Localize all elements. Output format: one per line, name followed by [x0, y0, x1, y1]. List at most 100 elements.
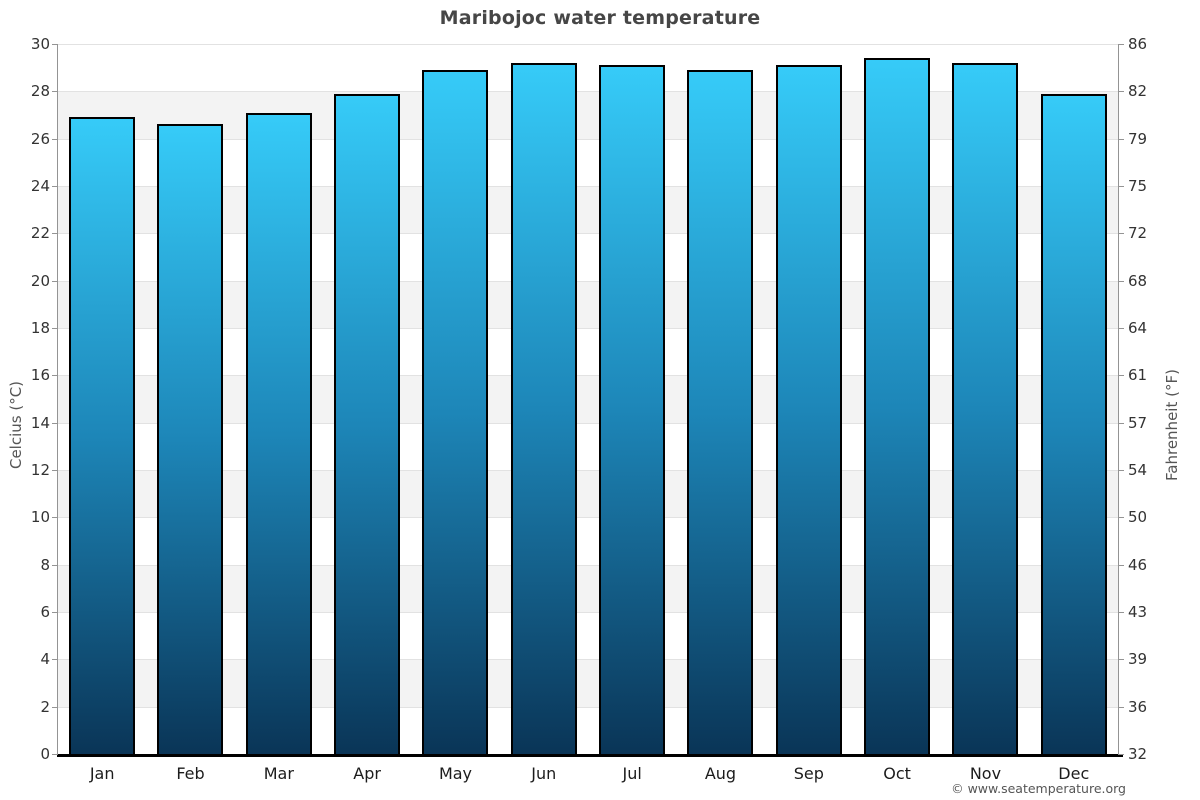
y-tick-label-fahrenheit-43: 43: [1128, 603, 1148, 621]
y-tick-label-celsius-20: 20: [30, 271, 50, 290]
bar-may: [422, 70, 489, 754]
axis-tick: [1118, 517, 1124, 519]
background-band: [58, 470, 1118, 518]
background-band: [58, 91, 1118, 139]
month-label-dec: Dec: [1058, 764, 1090, 783]
background-band: [58, 280, 1118, 328]
gridline-16c: [58, 375, 1118, 377]
y-tick-label-celsius-10: 10: [30, 508, 50, 527]
axis-tick: [52, 91, 58, 93]
gridline-6c: [58, 612, 1118, 613]
gridline-24c: [58, 186, 1118, 187]
y-tick-label-celsius-22: 22: [30, 224, 50, 243]
y-tick-label-celsius-14: 14: [30, 413, 50, 432]
y-tick-label-celsius-0: 0: [40, 745, 50, 763]
y-tick-label-fahrenheit-68: 68: [1128, 271, 1148, 290]
month-label-may: May: [438, 764, 473, 783]
axis-tick: [1118, 754, 1124, 755]
copyright-text: © www.seatemperature.org: [951, 781, 1126, 796]
bars-layer: [58, 44, 1118, 754]
month-label-jul: Jul: [622, 764, 642, 783]
y-tick-label-fahrenheit-61: 61: [1128, 366, 1148, 385]
bar-dec: [1040, 93, 1107, 754]
axis-tick: [1118, 470, 1124, 471]
axis-tick: [1118, 280, 1124, 282]
y-tick-label-celsius-2: 2: [40, 697, 50, 716]
gridline-22c: [58, 233, 1118, 235]
chart-title: Maribojoc water temperature: [439, 7, 761, 29]
y-tick-label-fahrenheit-86: 86: [1128, 35, 1148, 53]
y-tick-label-fahrenheit-75: 75: [1128, 177, 1148, 195]
axis-tick: [1118, 706, 1124, 708]
x-axis-line: [57, 754, 1123, 757]
axis-tick: [52, 517, 58, 519]
plot-area: [58, 44, 1118, 755]
bar-slot-jun: [500, 44, 588, 754]
x-axis-labels: Jan Feb Mar Apr May Jun Jul Aug Sep Oct Nov Dec: [58, 762, 1118, 786]
bar-aug: [687, 70, 754, 754]
bar-nov: [952, 62, 1019, 754]
y-axis-title-celsius: Celcius (°C): [7, 380, 25, 470]
bar-slot-jul: [588, 44, 676, 754]
bar-jun: [510, 62, 577, 754]
y-tick-label-fahrenheit-64: 64: [1128, 319, 1148, 337]
gridline-2c: [58, 706, 1118, 708]
gridline-18c: [58, 328, 1118, 329]
gridline-10c: [58, 517, 1118, 519]
y-tick-label-fahrenheit-39: 39: [1128, 650, 1148, 669]
axis-tick: [52, 422, 58, 424]
gridline-30c: [58, 44, 1118, 45]
y-tick-label-fahrenheit-79: 79: [1128, 129, 1148, 148]
bar-slot-oct: [853, 44, 941, 754]
month-label-oct: Oct: [883, 764, 911, 783]
axis-tick: [52, 328, 58, 329]
axis-tick: [52, 754, 58, 755]
background-band: [58, 659, 1118, 707]
gridline-20c: [58, 280, 1118, 282]
bar-feb: [157, 124, 224, 754]
axis-tick: [52, 233, 58, 235]
y-tick-label-fahrenheit-32: 32: [1128, 745, 1148, 763]
bar-slot-nov: [941, 44, 1029, 754]
axis-tick: [52, 706, 58, 708]
axis-tick: [1118, 44, 1124, 45]
bar-jul: [599, 65, 666, 754]
month-label-apr: Apr: [353, 764, 381, 783]
bar-sep: [775, 65, 842, 754]
y-axis-line-left: [57, 44, 58, 754]
y-tick-label-celsius-16: 16: [30, 366, 50, 385]
y-tick-label-celsius-28: 28: [30, 82, 50, 101]
bar-slot-apr: [323, 44, 411, 754]
axis-tick: [1118, 233, 1124, 235]
bar-apr: [334, 93, 401, 754]
gridline-4c: [58, 659, 1118, 661]
y-tick-label-celsius-30: 30: [30, 35, 50, 53]
month-label-mar: Mar: [263, 764, 294, 783]
gridline-12c: [58, 470, 1118, 471]
month-label-sep: Sep: [793, 764, 824, 783]
axis-tick: [52, 186, 58, 187]
y-tick-label-celsius-24: 24: [30, 177, 50, 195]
bar-slot-feb: [146, 44, 234, 754]
axis-tick: [52, 564, 58, 566]
y-tick-label-fahrenheit-82: 82: [1128, 82, 1148, 101]
gridline-8c: [58, 564, 1118, 566]
axis-tick: [1118, 375, 1124, 377]
axis-tick: [52, 470, 58, 471]
axis-tick: [1118, 612, 1124, 613]
bar-mar: [245, 112, 312, 754]
y-axis-line-right: [1118, 44, 1119, 754]
bar-slot-dec: [1030, 44, 1118, 754]
y-tick-label-celsius-12: 12: [30, 461, 50, 479]
y-tick-label-celsius-8: 8: [40, 555, 50, 574]
axis-tick: [52, 44, 58, 45]
y-tick-label-fahrenheit-72: 72: [1128, 224, 1148, 243]
axis-tick: [1118, 138, 1124, 140]
background-band: [58, 375, 1118, 423]
month-label-feb: Feb: [176, 764, 205, 783]
axis-tick: [1118, 564, 1124, 566]
bar-jan: [69, 117, 136, 754]
y-tick-label-celsius-18: 18: [30, 319, 50, 337]
y-tick-label-celsius-4: 4: [40, 650, 50, 669]
